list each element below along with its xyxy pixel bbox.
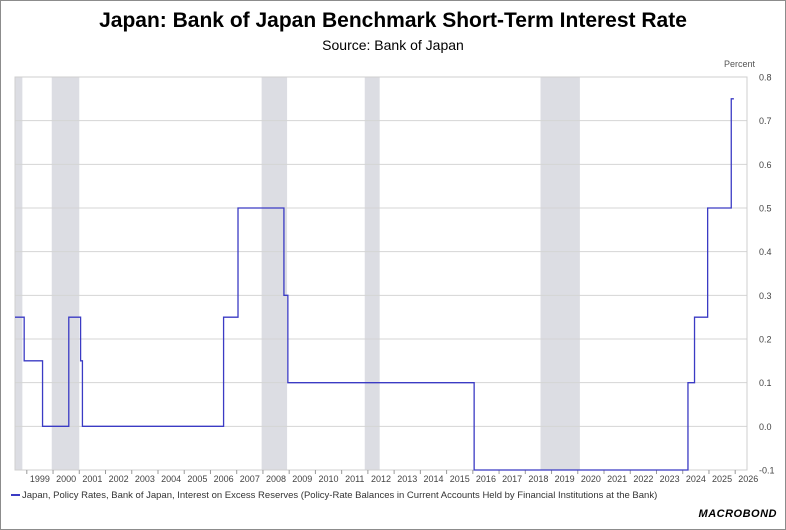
chart-title: Japan: Bank of Japan Benchmark Short-Ter… xyxy=(99,9,687,32)
y-tick-label: 0.4 xyxy=(759,247,772,257)
recession-bands xyxy=(15,77,580,470)
series-lines xyxy=(15,98,734,471)
x-tick-label: 2003 xyxy=(135,474,155,484)
x-tick-label: 2004 xyxy=(161,474,181,484)
series-line xyxy=(15,98,734,471)
x-tick-label: 2010 xyxy=(319,474,339,484)
y-axis-label: Percent xyxy=(724,59,756,69)
x-tick-label: 2015 xyxy=(450,474,470,484)
recession-band xyxy=(51,77,80,470)
y-tick-label: 0.0 xyxy=(759,422,772,432)
x-tick-label: 2025 xyxy=(712,474,732,484)
x-tick-label: 2024 xyxy=(686,474,706,484)
x-tick-label: 1999 xyxy=(30,474,50,484)
y-tick-label: 0.8 xyxy=(759,73,772,83)
x-tick-label: 2012 xyxy=(371,474,391,484)
x-tick-label: 2018 xyxy=(528,474,548,484)
y-axis-ticks: 0.8 0.7 0.6 0.5 0.4 0.3 0.2 0.1 0.0 -0.1 xyxy=(759,73,775,476)
y-tick-label: -0.1 xyxy=(759,466,775,476)
y-tick-label: 0.2 xyxy=(759,335,772,345)
x-tick-label: 2009 xyxy=(292,474,312,484)
gridlines xyxy=(15,76,747,471)
x-tick-label: 2006 xyxy=(214,474,234,484)
chart-subtitle: Source: Bank of Japan xyxy=(322,37,464,53)
x-tick-label: 2005 xyxy=(187,474,207,484)
x-tick-label: 2007 xyxy=(240,474,260,484)
x-tick-label: 2001 xyxy=(82,474,102,484)
x-tick-label: 2020 xyxy=(581,474,601,484)
x-tick-label: 2021 xyxy=(607,474,627,484)
x-tick-label: 2008 xyxy=(266,474,286,484)
plot-area xyxy=(14,76,748,471)
x-tick-label: 2002 xyxy=(109,474,129,484)
macrobond-logo: MACROBOND xyxy=(698,508,777,520)
x-tick-label: 2022 xyxy=(633,474,653,484)
x-tick-label: 2014 xyxy=(423,474,443,484)
y-tick-label: 0.6 xyxy=(759,160,772,170)
legend-swatch xyxy=(11,494,20,497)
x-tick-label: 2023 xyxy=(660,474,680,484)
x-tick-label: 2011 xyxy=(345,474,364,484)
x-tick-label: 2013 xyxy=(397,474,417,484)
recession-band xyxy=(261,77,288,470)
x-tick-label: 2016 xyxy=(476,474,496,484)
y-tick-label: 0.1 xyxy=(759,378,772,388)
legend: Japan, Policy Rates, Bank of Japan, Inte… xyxy=(11,490,657,501)
x-tick-label: 2000 xyxy=(56,474,76,484)
recession-band xyxy=(15,77,23,470)
y-tick-label: 0.7 xyxy=(759,116,772,126)
x-tick-label: 2017 xyxy=(502,474,522,484)
legend-label: Japan, Policy Rates, Bank of Japan, Inte… xyxy=(22,490,658,501)
recession-band xyxy=(540,77,580,470)
x-tick-label: 2026 xyxy=(738,474,758,484)
y-tick-label: 0.3 xyxy=(759,291,772,301)
recession-band xyxy=(364,77,380,470)
x-tick-label: 2019 xyxy=(555,474,575,484)
y-tick-label: 0.5 xyxy=(759,204,772,214)
x-axis-ticks: 1999 2000 2001 2002 2003 2004 2005 2006 2007 2008… xyxy=(26,470,758,484)
